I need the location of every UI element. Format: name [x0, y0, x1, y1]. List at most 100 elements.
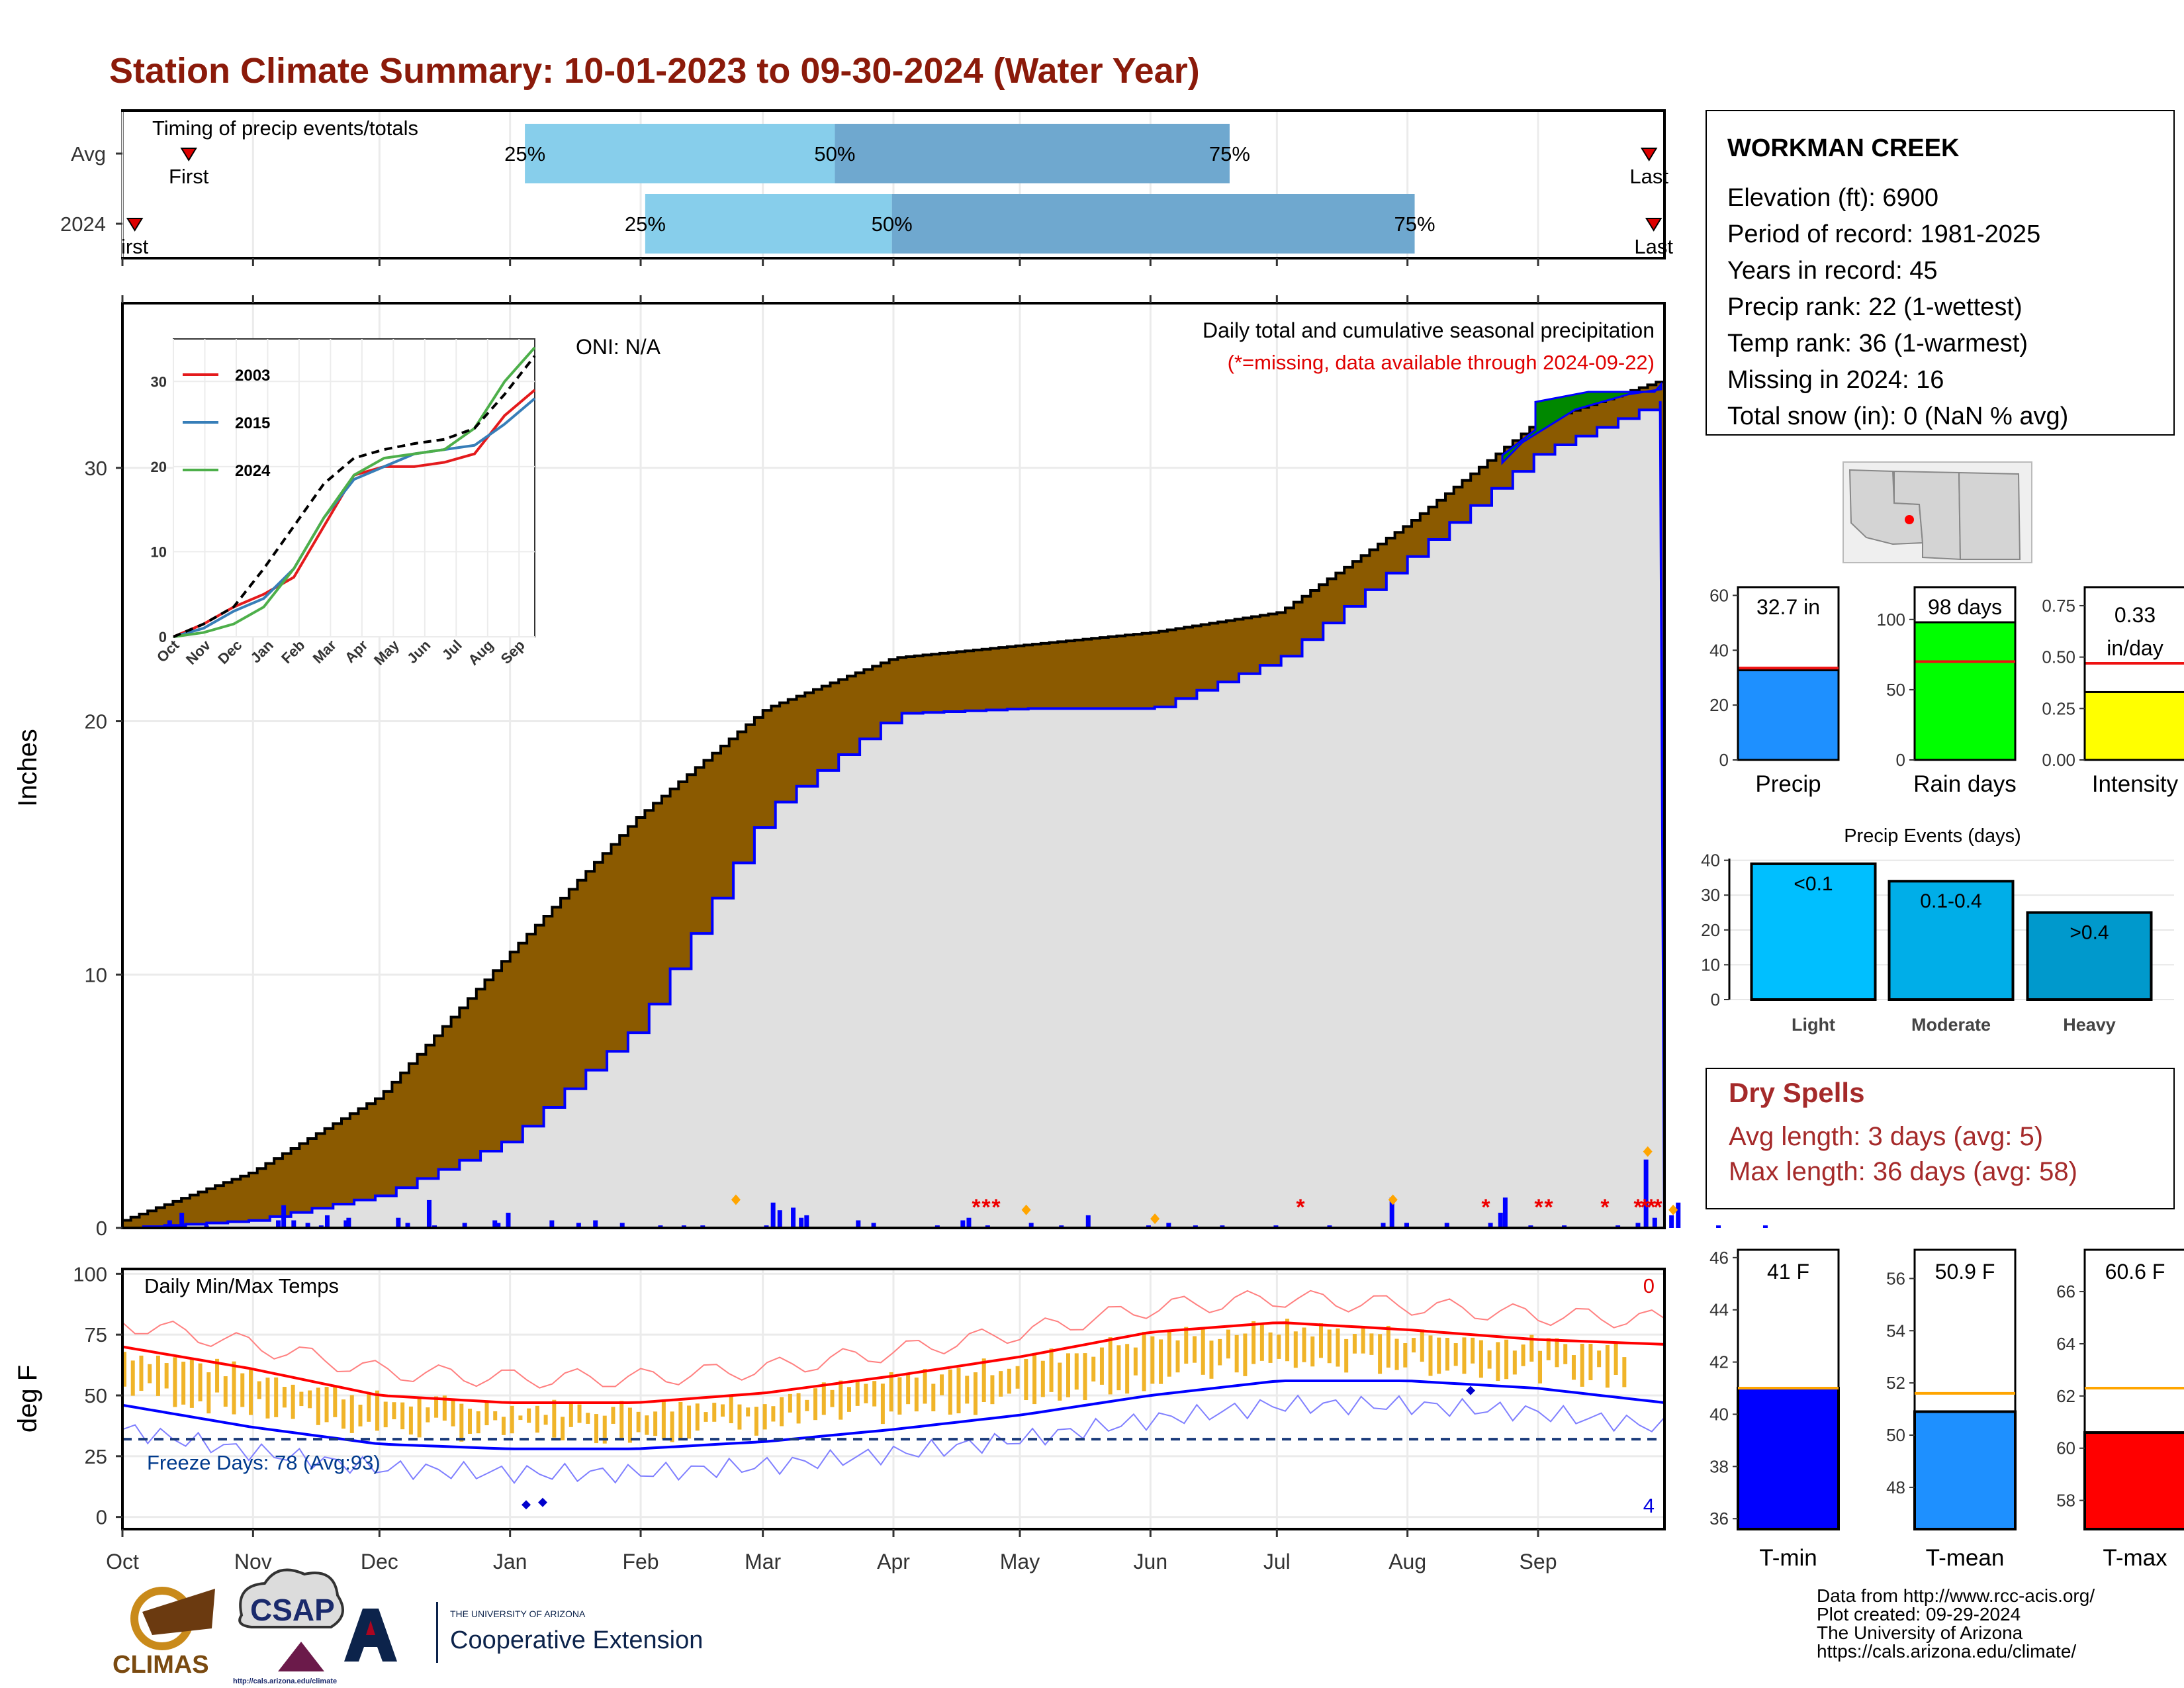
- daily-temp-bar: [1268, 1332, 1273, 1363]
- daily-temp-bar: [527, 1408, 531, 1423]
- avg-min-line: [122, 1380, 1665, 1450]
- csap-logo-text: CSAP: [250, 1593, 335, 1627]
- daily-precip-bar: [1635, 1223, 1641, 1228]
- mini-bar-tick-label: 40: [1709, 640, 1729, 660]
- precip-events-title: Precip Events (days): [1844, 825, 2021, 847]
- daily-temp-bar: [1546, 1338, 1551, 1360]
- inset-ytick-label: 20: [151, 459, 167, 475]
- footer-line: https://cals.arizona.edu/climate/: [1817, 1641, 2076, 1662]
- daily-temp-bar: [1580, 1343, 1584, 1387]
- precip-event-value-label: 0.1-0.4: [1920, 890, 1981, 912]
- daily-precip-bar: [871, 1223, 876, 1228]
- station-info: WORKMAN CREEK Elevation (ft): 6900 Period…: [1706, 110, 2175, 436]
- daily-temp-bar: [1378, 1334, 1383, 1374]
- daily-precip-bar: [1085, 1215, 1091, 1228]
- daily-temp-bar: [1108, 1337, 1113, 1395]
- precip-ytick-label: 30: [85, 457, 107, 480]
- daily-temp-bar: [434, 1396, 439, 1418]
- daily-temp-bar: [1024, 1359, 1028, 1401]
- daily-temp-bar: [1218, 1338, 1222, 1366]
- count-above: 0: [1643, 1274, 1655, 1297]
- extreme-temp-marker: [522, 1500, 531, 1510]
- daily-temp-bar: [906, 1374, 911, 1405]
- missing-day-marker: *: [972, 1195, 981, 1220]
- daily-temp-bar: [594, 1414, 599, 1444]
- daily-temp-bar: [476, 1411, 480, 1434]
- snow-marker: [1150, 1213, 1160, 1225]
- inset-line-2015: [173, 397, 536, 638]
- daily-precip-bar: [346, 1217, 351, 1228]
- daily-temp-bar: [1428, 1335, 1433, 1376]
- daily-temp-bar: [602, 1415, 607, 1444]
- precip-event-bar: [1750, 862, 1877, 1002]
- precip-event-category: Light: [1792, 1015, 1835, 1035]
- precip-ylabel: Inches: [13, 729, 42, 807]
- daily-temp-bar: [670, 1411, 674, 1442]
- month-label: Sep: [1520, 1550, 1557, 1573]
- station-info-line: Years in record: 45: [1727, 257, 1938, 285]
- station-location-dot: [1905, 515, 1914, 524]
- missing-day-marker: *: [1296, 1195, 1305, 1220]
- month-label: Jul: [1263, 1550, 1291, 1573]
- last-event-marker: [1640, 148, 1658, 162]
- temp-ytick-label: 0: [96, 1506, 107, 1529]
- precip-subtitle: Daily total and cumulative seasonal prec…: [1203, 318, 1655, 342]
- daily-precip-bar: [1643, 1159, 1649, 1228]
- daily-temp-bar: [923, 1368, 927, 1404]
- daily-temp-bar: [206, 1372, 211, 1414]
- month-label: Dec: [361, 1550, 398, 1573]
- csap-logo: CSAP http://cals.arizona.edu/climate: [233, 1568, 344, 1685]
- temp-bar-category-label: T-mean: [1926, 1545, 2005, 1571]
- daily-temp-bar: [324, 1387, 329, 1423]
- daily-temp-bar: [1142, 1331, 1146, 1391]
- mini-bar-category-label: Rain days: [1913, 771, 2017, 797]
- daily-temp-bar: [215, 1358, 220, 1393]
- daily-temp-bar: [1040, 1360, 1045, 1397]
- daily-temp-bar: [981, 1358, 986, 1402]
- precip-ytick-label: 20: [85, 710, 107, 733]
- daily-temp-bar: [1420, 1329, 1424, 1362]
- daily-temp-bar: [1622, 1357, 1627, 1387]
- daily-temp-bar: [754, 1407, 758, 1436]
- temp-bar-value-label: 50.9 F: [1935, 1260, 1995, 1284]
- daily-temp-bar: [813, 1388, 818, 1421]
- temp-bar-tick-label: 40: [1709, 1404, 1729, 1424]
- daily-temp-bar: [274, 1377, 279, 1417]
- daily-temp-bar: [1099, 1347, 1104, 1385]
- missing-day-marker: *: [991, 1195, 1001, 1220]
- daily-temp-bar: [914, 1378, 919, 1412]
- daily-precip-bar: [506, 1213, 511, 1228]
- daily-temp-bar: [257, 1381, 261, 1399]
- count-below: 4: [1643, 1494, 1655, 1517]
- mini-bar-value: [1737, 669, 1840, 761]
- temp-bar-value: [1913, 1410, 2017, 1531]
- daily-temp-bar: [1327, 1329, 1332, 1364]
- climas-logo: CLIMAS: [113, 1587, 215, 1679]
- daily-temp-bar: [459, 1403, 464, 1442]
- temp-bar-tick-label: 52: [1886, 1373, 1905, 1393]
- daily-precip-bar: [396, 1217, 401, 1228]
- missing-day-marker: *: [1633, 1195, 1643, 1220]
- daily-temp-bar: [1074, 1353, 1079, 1390]
- timing-q50-label: 50%: [872, 212, 913, 236]
- daily-temp-bar: [535, 1405, 539, 1433]
- daily-temp-bar: [1259, 1323, 1264, 1361]
- temp-bar-tick-label: 66: [2056, 1282, 2075, 1301]
- daily-precip-bar: [426, 1199, 432, 1228]
- daily-temp-bar: [164, 1363, 169, 1389]
- daily-temp-bar: [872, 1381, 877, 1407]
- footer-line: The University of Arizona: [1817, 1622, 2023, 1643]
- events-tick-label: 40: [1701, 851, 1720, 870]
- mini-bar-value-label: 98 days: [1928, 595, 2002, 619]
- daily-temp-bar: [493, 1411, 498, 1421]
- daily-precip-bar: [804, 1215, 809, 1228]
- missing-day-marker: *: [981, 1195, 991, 1220]
- missing-day-marker: *: [1640, 1195, 1649, 1220]
- daily-temp-bar: [223, 1376, 228, 1407]
- precip-event-bar: [2026, 911, 2153, 1002]
- daily-temp-bar: [965, 1376, 970, 1404]
- temp-bar-value: [2083, 1431, 2184, 1530]
- daily-temp-bar: [1318, 1323, 1323, 1358]
- inset-ytick-label: 30: [151, 373, 167, 390]
